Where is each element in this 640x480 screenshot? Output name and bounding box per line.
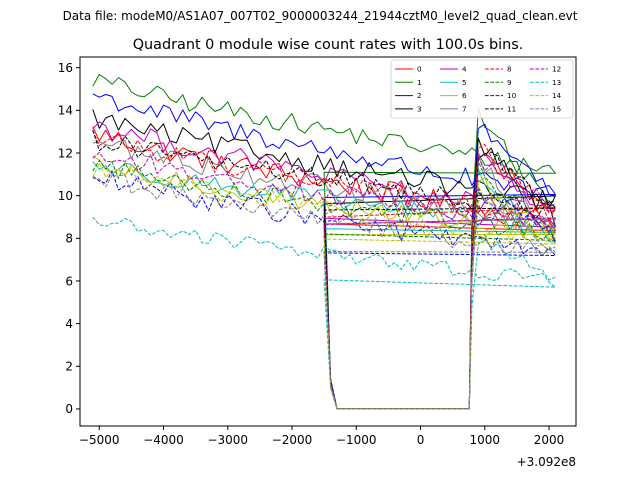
legend-label-1: 1: [417, 78, 422, 87]
legend-label-0: 0: [417, 65, 422, 74]
y-tick-label: 16: [58, 61, 73, 75]
y-tick-label: 2: [65, 360, 73, 374]
legend-label-8: 8: [507, 65, 512, 74]
x-tick-label: −4000: [143, 433, 184, 447]
legend-label-10: 10: [507, 91, 517, 100]
x-tick-label: −3000: [207, 433, 248, 447]
legend-label-4: 4: [462, 65, 467, 74]
y-tick-label: 6: [65, 274, 73, 288]
y-tick-label: 14: [58, 104, 73, 118]
legend-label-2: 2: [417, 91, 422, 100]
chart-title: Quadrant 0 module wise count rates with …: [133, 37, 524, 53]
series-lines: [92, 74, 556, 410]
y-tick-label: 10: [58, 189, 73, 203]
legend-label-3: 3: [417, 105, 422, 114]
x-tick-label: 2000: [534, 433, 565, 447]
x-tick-label: −1000: [336, 433, 377, 447]
series-line-12: [92, 151, 556, 410]
legend-label-15: 15: [552, 105, 561, 114]
x-tick-label: −5000: [79, 433, 120, 447]
y-tick-label: 12: [58, 146, 73, 160]
legend-label-14: 14: [552, 91, 562, 100]
legend-label-9: 9: [507, 78, 512, 87]
y-axis-ticks: 0 2 4 6 8 10 12 14 16: [58, 61, 80, 416]
x-tick-label: 1000: [469, 433, 500, 447]
legend-label-12: 12: [552, 65, 561, 74]
y-tick-label: 0: [65, 402, 73, 416]
legend-label-5: 5: [462, 78, 467, 87]
x-axis-ticks: −5000 −4000 −3000 −2000 −1000 0 1000 2000: [79, 426, 564, 447]
x-tick-label: −2000: [272, 433, 313, 447]
legend-label-13: 13: [552, 78, 561, 87]
axes-frame: [79, 56, 577, 427]
series-line-15: [92, 174, 556, 410]
y-tick-label: 4: [65, 317, 73, 331]
x-axis-offset-label: +3.092e8: [517, 455, 576, 469]
legend-label-6: 6: [462, 91, 467, 100]
y-tick-label: 8: [65, 232, 73, 246]
x-tick-label: 0: [417, 433, 425, 447]
legend-label-7: 7: [462, 105, 467, 114]
legend-label-11: 11: [507, 105, 516, 114]
legend-frame: [390, 59, 574, 119]
file-caption: Data file: modeM0/AS1A07_007T02_90000032…: [63, 9, 578, 23]
